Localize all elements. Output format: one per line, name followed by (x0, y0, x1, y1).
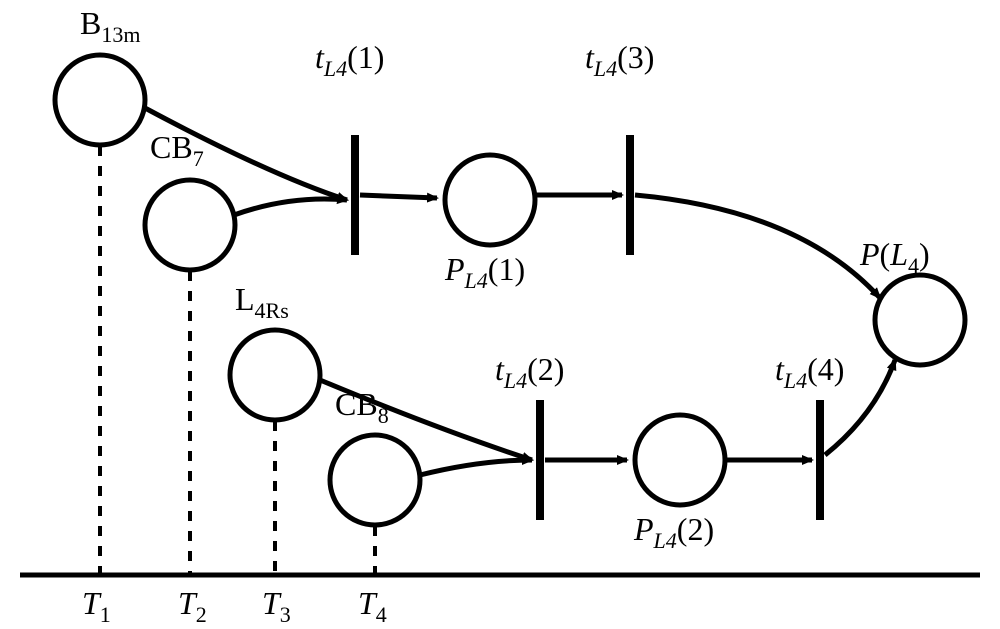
node-CB8 (330, 435, 420, 525)
time-label-T2: T2 (178, 585, 207, 627)
transition-label-tL4_1: tL4(1) (315, 39, 384, 81)
transition-tL4_2 (536, 400, 544, 520)
time-label-T1: T1 (82, 585, 111, 627)
node-label-B13m: B13m (80, 5, 140, 47)
node-L4Rs (230, 330, 320, 420)
node-CB7 (145, 180, 235, 270)
edge-tL4_3-P_L4 (635, 195, 880, 298)
node-PL4_1 (445, 155, 535, 245)
time-label-T3: T3 (262, 585, 291, 627)
edge-CB8-tL4_2 (420, 460, 532, 475)
node-label-PL4_1: PL4(1) (444, 251, 525, 293)
transition-label-tL4_4: tL4(4) (775, 351, 844, 393)
node-label-L4Rs: L4Rs (235, 281, 289, 323)
edge-tL4_1-PL4_1 (360, 195, 437, 198)
petri-net-diagram: tL4(1)tL4(3)tL4(2)tL4(4)B13mCB7L4RsCB8PL… (0, 0, 1000, 629)
transition-tL4_3 (626, 135, 634, 255)
node-label-P_L4: P(L4) (859, 236, 930, 278)
transition-tL4_1 (351, 135, 359, 255)
node-B13m (55, 55, 145, 145)
node-P_L4 (875, 275, 965, 365)
transition-label-tL4_3: tL4(3) (585, 39, 654, 81)
time-label-T4: T4 (358, 585, 387, 627)
node-label-CB8: CB8 (335, 386, 389, 428)
node-label-PL4_2: PL4(2) (633, 511, 714, 553)
transition-tL4_4 (816, 400, 824, 520)
edge-CB7-tL4_1 (234, 199, 347, 215)
transition-label-tL4_2: tL4(2) (495, 351, 564, 393)
node-PL4_2 (635, 415, 725, 505)
